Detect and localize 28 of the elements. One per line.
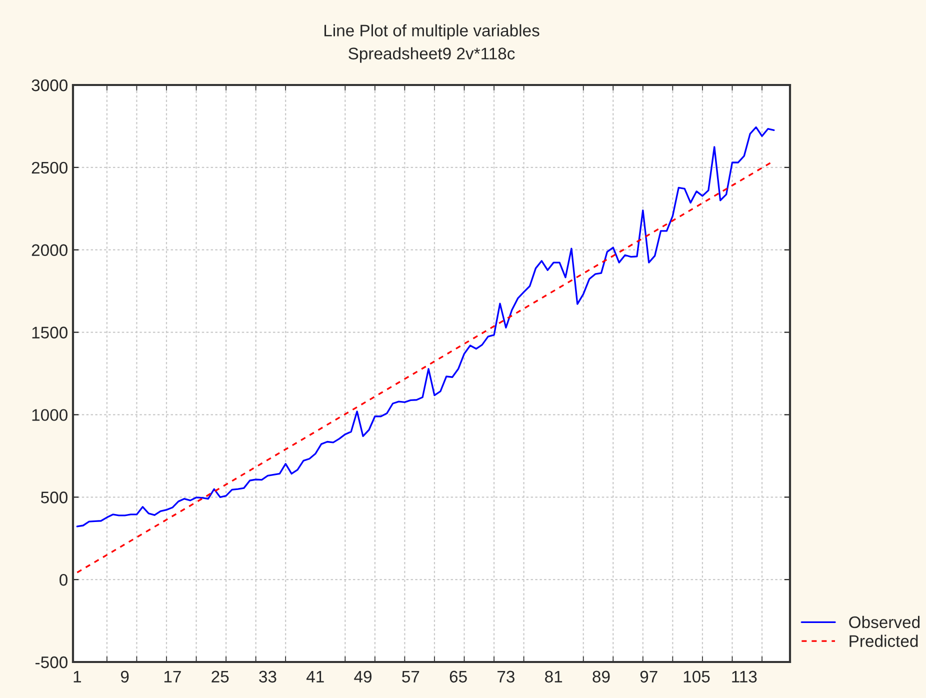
legend-label: Observed [849, 616, 920, 628]
y-tick-label: 2000 [32, 244, 68, 256]
x-tick-label: 65 [450, 670, 467, 683]
x-tick-label: 113 [732, 670, 757, 683]
x-tick-label: 41 [306, 670, 324, 682]
y-tick-label: -500 [36, 656, 68, 668]
x-tick-label: 33 [259, 670, 276, 683]
x-tick-label: 73 [498, 670, 514, 683]
x-tick-label: 89 [592, 670, 610, 683]
x-tick-label: 9 [120, 670, 129, 683]
x-tick-label: 25 [212, 670, 229, 683]
line-series [76, 126, 775, 528]
x-tick-label: 49 [354, 670, 372, 683]
y-tick-label: 0 [60, 574, 68, 586]
x-tick-label: 97 [640, 670, 658, 683]
x-tick-label: 17 [164, 670, 181, 682]
legend-label: Predicted [850, 634, 918, 648]
y-tick-label: 1500 [32, 326, 68, 338]
x-tick-label: 1 [74, 670, 81, 682]
y-tick-label: 1000 [32, 409, 68, 421]
chart-subtitle: Spreadsheet9 2v*118c [348, 47, 515, 63]
x-tick-label: 81 [545, 670, 562, 683]
y-tick-label: 3000 [32, 79, 68, 92]
x-tick-label: 105 [684, 670, 710, 683]
y-tick-label: 500 [41, 492, 68, 504]
y-tick-label: 2500 [32, 162, 68, 174]
chart-title: Line Plot of multiple variables [324, 24, 540, 40]
x-tick-label: 57 [402, 670, 420, 683]
